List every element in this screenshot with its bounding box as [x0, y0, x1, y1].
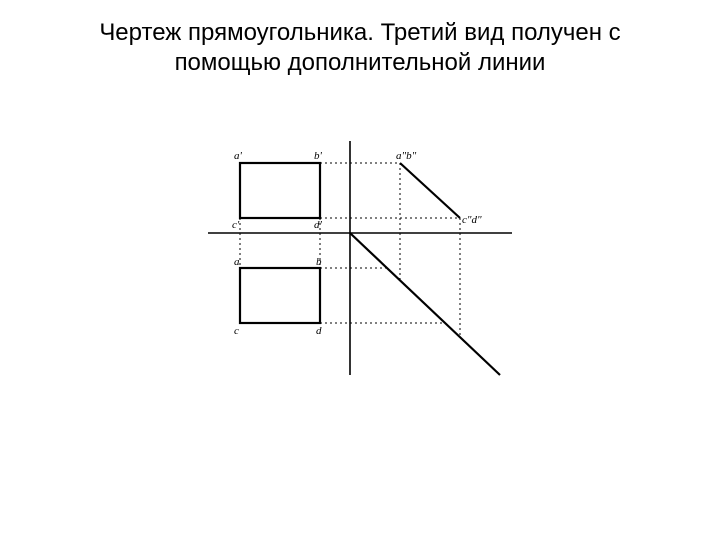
label-d-prime: d': [314, 219, 323, 231]
label-a-prime: a': [234, 150, 243, 162]
profile-view-line: [400, 163, 460, 218]
projection-diagram: a' b' c' d' a"b" c"d" a b c d: [200, 133, 520, 383]
label-a: a: [234, 256, 240, 268]
miter-line: [350, 233, 500, 375]
label-b-prime: b': [314, 150, 323, 162]
top-view-rect: [240, 268, 320, 323]
label-cd-doubleprime: c"d": [462, 214, 482, 226]
label-c: c: [234, 325, 239, 337]
title-line-2: помощью дополнительной линии: [175, 49, 546, 76]
title-line-1: Чертеж прямоугольника. Третий вид получе…: [99, 19, 620, 46]
label-c-prime: c': [232, 219, 240, 231]
label-ab-doubleprime: a"b": [396, 150, 417, 162]
front-view-rect: [240, 163, 320, 218]
page-title: Чертеж прямоугольника. Третий вид получе…: [0, 0, 720, 78]
label-b: b: [316, 256, 322, 268]
label-d: d: [316, 325, 322, 337]
diagram-container: a' b' c' d' a"b" c"d" a b c d: [0, 133, 720, 383]
